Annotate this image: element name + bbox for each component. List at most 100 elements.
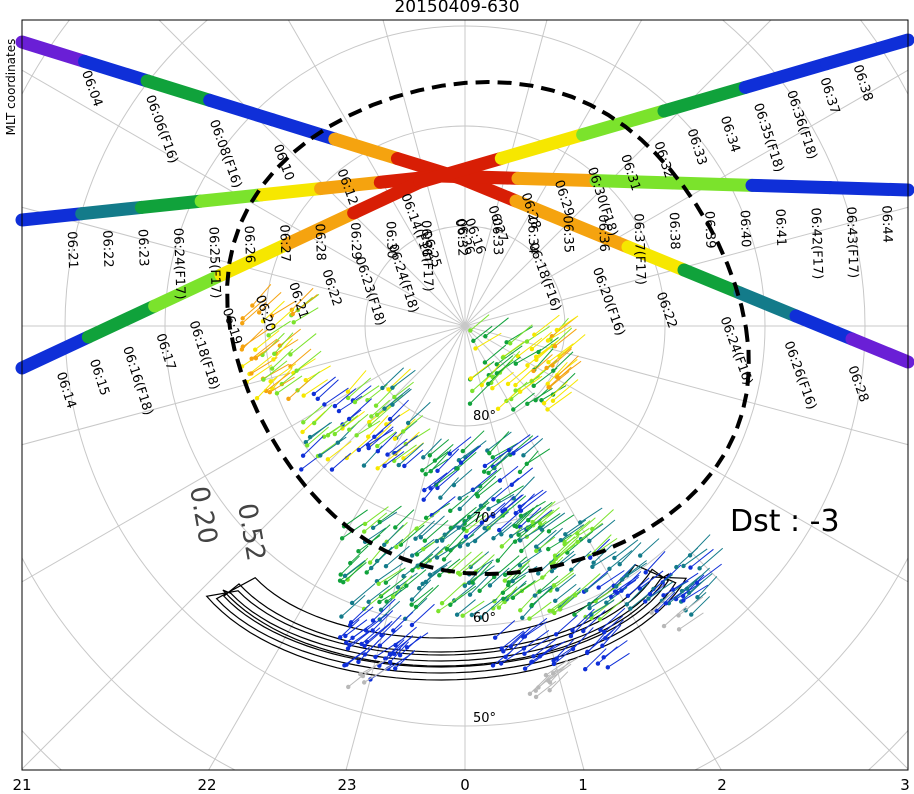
vector-point (385, 452, 390, 457)
pass-B-band (745, 178, 837, 195)
vector-tail (437, 448, 460, 472)
pass-A-band (265, 113, 342, 146)
vector-tail (441, 583, 464, 604)
vector-tail (683, 584, 709, 601)
pass-time-label: 06:17 (152, 332, 178, 372)
vector-tail (469, 572, 492, 596)
pass-time-label: 06:26(F16) (780, 339, 819, 411)
vector-tail (449, 436, 472, 455)
vector-tail (456, 599, 476, 616)
vector-point (404, 583, 409, 588)
vector-tail (510, 627, 531, 647)
vector-point (689, 612, 694, 617)
vector-point (256, 310, 262, 315)
vector-tail (498, 586, 518, 608)
vector-tail (420, 515, 445, 538)
mlt-tick-0: 0 (460, 776, 470, 794)
vector-point (585, 650, 590, 656)
vector-tail (619, 542, 642, 565)
vector-point (250, 303, 255, 308)
vector-tail (686, 567, 710, 590)
vector-point (413, 604, 419, 610)
vector-tail (392, 388, 412, 406)
vector-tail (527, 387, 553, 405)
vector-tail (407, 401, 431, 424)
vector-point (269, 313, 275, 318)
vector-point (418, 535, 424, 540)
vector-point (499, 544, 505, 549)
vector-point (527, 691, 533, 696)
vector-tail (458, 445, 480, 461)
vector-point (562, 542, 567, 547)
vector-point (637, 553, 643, 558)
pass-B-band (823, 181, 914, 197)
pass-time-label: 06:38 (666, 212, 682, 250)
vector-tail (480, 487, 503, 507)
vector-tail (621, 562, 647, 580)
vector-point (595, 661, 601, 666)
vector-tail (577, 522, 603, 543)
mlt-meridian (464, 325, 908, 446)
vector-tail (349, 630, 371, 646)
vector-tail (503, 582, 527, 600)
vector-tail (405, 569, 427, 587)
pass-time-label: 06:37 (816, 76, 842, 116)
contour-label-020: 0.20 (183, 484, 223, 546)
vector-tail (361, 627, 381, 645)
vector-point (533, 694, 539, 700)
vector-point (508, 533, 514, 539)
vector-tail (515, 493, 535, 514)
vector-point (533, 544, 539, 549)
vector-tail (394, 649, 416, 669)
vector-point (517, 563, 523, 568)
vector-point (681, 598, 686, 603)
vector-tail (251, 338, 278, 360)
vector-tail (475, 554, 495, 573)
vector-point (345, 646, 351, 651)
vector-point (421, 497, 426, 502)
vector-tail (553, 569, 574, 586)
vector-point (332, 431, 337, 437)
vector-point (300, 429, 305, 435)
vector-tail (449, 551, 472, 573)
vector-point (311, 391, 317, 397)
vector-point (468, 564, 473, 570)
vector-tail (342, 561, 367, 583)
vector-point (414, 526, 419, 531)
vector-point (457, 496, 462, 501)
vector-point (356, 447, 362, 453)
pass-time-label: 06:44 (878, 205, 894, 243)
vector-point (531, 654, 536, 659)
vector-tail (392, 369, 416, 389)
vector-point (291, 320, 296, 325)
vector-tail (648, 581, 674, 599)
vector-tail (512, 392, 535, 410)
vector-point (318, 453, 323, 458)
vector-tail (449, 495, 469, 512)
pass-C-band (280, 206, 361, 251)
vector-tail (251, 284, 272, 306)
vector-tail (263, 360, 288, 380)
vector-point (391, 628, 396, 633)
vector-point (527, 616, 532, 621)
vector-point (349, 600, 355, 606)
vector-tail (352, 385, 372, 401)
vector-point (460, 448, 466, 454)
pass-time-label: 06:15 (86, 357, 112, 397)
vector-tail (241, 328, 264, 350)
vector-point (643, 570, 648, 575)
vector-point (473, 346, 478, 351)
vector-point (591, 560, 596, 565)
mlt-meridian (464, 20, 772, 327)
pass-time-label: 06:23(F18) (352, 255, 388, 328)
vector-point (553, 598, 558, 604)
vector-point (482, 463, 488, 469)
vector-point (598, 627, 603, 633)
vector-tail (360, 659, 387, 675)
vector-point (491, 497, 496, 502)
vector-tail (387, 438, 408, 455)
vector-tail (523, 629, 550, 649)
vector-tail (570, 614, 593, 637)
vector-tail (453, 468, 473, 486)
